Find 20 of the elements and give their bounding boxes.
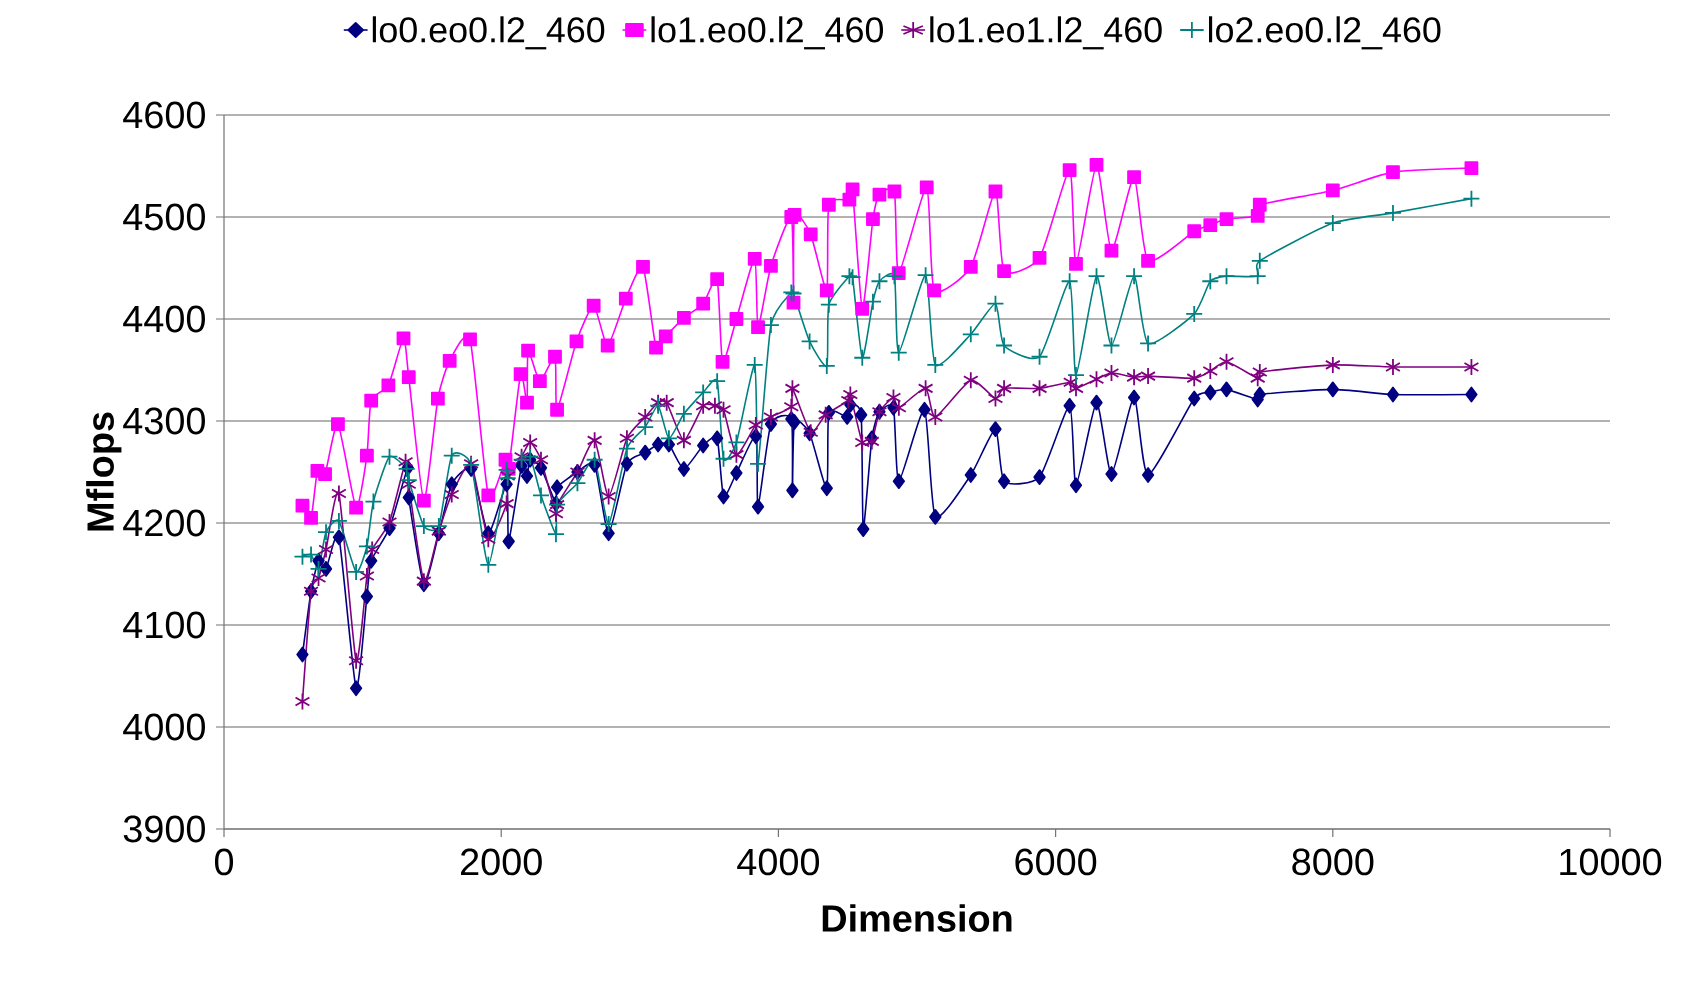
x-tick-label: 0 bbox=[214, 848, 234, 876]
y-tick-label: 4200 bbox=[123, 509, 205, 537]
y-tick-label: 4600 bbox=[123, 101, 205, 129]
y-tick-label: 4300 bbox=[123, 407, 205, 435]
x-tick-label: 10000 bbox=[1560, 848, 1662, 876]
x-tick-label: 2000 bbox=[461, 848, 542, 876]
legend-label: lo2.eo0.l2_460 bbox=[1209, 16, 1441, 50]
legend-label: lo1.eo1.l2_460 bbox=[930, 16, 1162, 50]
y-tick-label: 4000 bbox=[123, 713, 205, 741]
legend-label: lo1.eo0.l2_460 bbox=[651, 16, 884, 50]
x-axis-title: Dimension bbox=[822, 904, 1012, 932]
y-axis-title: Mflops bbox=[86, 412, 122, 531]
y-tick-label: 4400 bbox=[123, 305, 205, 333]
legend-label: lo0.eo0.l2_460 bbox=[372, 16, 605, 50]
x-tick-label: 4000 bbox=[737, 848, 820, 876]
x-tick-label: 8000 bbox=[1292, 848, 1374, 876]
x-tick-label: 6000 bbox=[1015, 848, 1097, 876]
y-tick-label: 3900 bbox=[123, 815, 205, 843]
y-tick-label: 4500 bbox=[123, 203, 205, 231]
y-tick-label: 4100 bbox=[123, 611, 205, 639]
